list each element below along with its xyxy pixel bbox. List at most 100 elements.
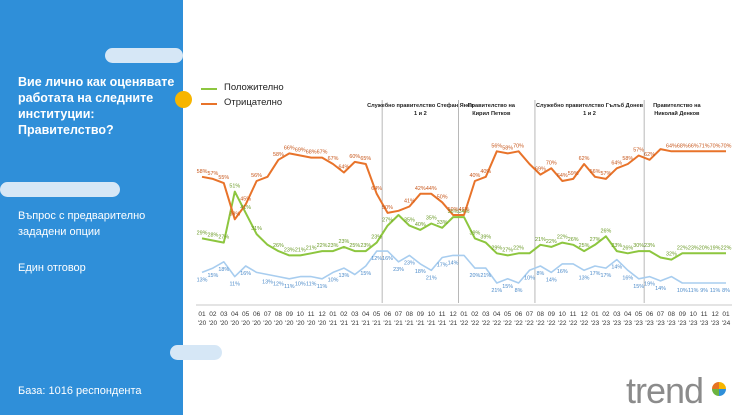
data-label: 10%	[295, 282, 306, 288]
x-tick-month: 02	[471, 311, 479, 318]
data-label: 26%	[568, 237, 579, 243]
data-label: 15%	[208, 273, 219, 279]
data-label: 35%	[404, 218, 415, 224]
decor-pill-mid	[0, 182, 120, 197]
data-label: 64%	[611, 160, 622, 166]
data-label: 27%	[218, 235, 229, 241]
data-label: 45%	[240, 196, 251, 202]
x-tick-year: '20	[263, 320, 272, 327]
data-label: 27%	[590, 237, 601, 243]
x-tick-month: 09	[548, 311, 556, 318]
data-label: 68%	[306, 150, 317, 156]
data-label: 29%	[197, 230, 208, 236]
period-title: Служебно правителство Стефан Янев	[367, 102, 474, 109]
data-label: 56%	[590, 169, 601, 175]
x-tick-year: '20	[231, 320, 240, 327]
x-tick-year: '22	[471, 320, 480, 327]
negative-series-line	[201, 148, 726, 221]
data-label: 12%	[371, 256, 382, 262]
data-label: 67%	[317, 150, 328, 156]
x-tick-year: '22	[547, 320, 556, 327]
data-label: 16%	[240, 271, 251, 277]
x-tick-year: '23	[667, 320, 676, 327]
period-title: 1 и 2	[583, 111, 596, 117]
data-label: 22%	[317, 243, 328, 249]
x-tick-month: 08	[537, 311, 545, 318]
data-label: 14%	[448, 260, 459, 266]
x-tick-month: 05	[242, 311, 250, 318]
legend-positive-label: Положително	[224, 82, 284, 93]
x-tick-month: 03	[220, 311, 228, 318]
x-tick-month: 05	[504, 311, 512, 318]
data-label: 32%	[666, 252, 677, 258]
x-tick-year: '22	[580, 320, 589, 327]
x-tick-year: '22	[503, 320, 512, 327]
x-tick-month: 02	[340, 311, 348, 318]
data-label: 20%	[699, 245, 710, 251]
data-label: 50%	[437, 194, 448, 200]
data-label: 22%	[677, 245, 688, 251]
data-label: 56%	[251, 173, 262, 179]
x-tick-month: 09	[417, 311, 425, 318]
x-tick-year: '22	[493, 320, 502, 327]
data-label: 70%	[710, 143, 721, 149]
data-label: 13%	[262, 280, 273, 286]
data-label: 9%	[700, 288, 708, 294]
x-tick-year: '21	[340, 320, 349, 327]
x-tick-month: 12	[711, 311, 719, 318]
x-tick-year: '20	[220, 320, 229, 327]
x-tick-year: '20	[209, 320, 218, 327]
data-label: 18%	[218, 267, 229, 273]
period-title: Правителство на	[468, 103, 516, 109]
x-tick-year: '23	[678, 320, 687, 327]
data-label: 66%	[688, 143, 699, 149]
data-label: 39%	[470, 230, 481, 236]
legend-negative-label: Отрицателно	[224, 97, 283, 108]
x-tick-month: 06	[384, 311, 392, 318]
x-tick-year: '21	[351, 320, 360, 327]
x-tick-month: 12	[318, 311, 326, 318]
data-label: 8%	[515, 288, 523, 294]
data-label: 19%	[644, 282, 655, 288]
data-label: 8%	[537, 271, 545, 277]
data-label: 71%	[699, 143, 710, 149]
data-label: 29%	[491, 245, 502, 251]
data-label: 28%	[208, 233, 219, 239]
x-tick-month: 11	[570, 311, 577, 318]
data-label: 21%	[426, 275, 437, 281]
period-title: Николай Денков	[654, 110, 700, 117]
x-tick-year: '23	[624, 320, 633, 327]
data-label: 23%	[611, 243, 622, 249]
x-tick-year: '23	[591, 320, 600, 327]
x-tick-month: 11	[308, 311, 315, 318]
data-label: 21%	[295, 247, 306, 253]
x-tick-year: '21	[416, 320, 425, 327]
data-label: 23%	[360, 243, 371, 249]
x-tick-month: 10	[690, 311, 698, 318]
x-tick-year: '23	[602, 320, 611, 327]
data-label: 41%	[404, 199, 415, 205]
x-tick-month: 09	[286, 311, 294, 318]
x-tick-year: '21	[362, 320, 371, 327]
sidebar-panel	[0, 0, 183, 415]
x-tick-month: 01	[460, 311, 468, 318]
x-tick-year: '23	[700, 320, 709, 327]
data-label: 23%	[404, 260, 415, 266]
data-label: 42%	[415, 186, 426, 192]
x-tick-year: '21	[383, 320, 392, 327]
data-label: 39%	[480, 235, 491, 241]
data-label: 35%	[426, 216, 437, 222]
answer-type: Един отговор	[18, 262, 86, 274]
x-tick-month: 09	[679, 311, 687, 318]
data-label: 16%	[622, 275, 633, 281]
data-label: 11%	[317, 284, 328, 290]
x-tick-month: 05	[635, 311, 643, 318]
data-label: 64%	[557, 173, 568, 179]
data-label: 15%	[360, 271, 371, 277]
data-label: 40%	[480, 169, 491, 175]
data-label: 14%	[655, 286, 666, 292]
data-label: 57%	[633, 148, 644, 154]
x-tick-year: '22	[558, 320, 567, 327]
data-label: 8%	[722, 288, 730, 294]
data-label: 27%	[502, 247, 513, 253]
